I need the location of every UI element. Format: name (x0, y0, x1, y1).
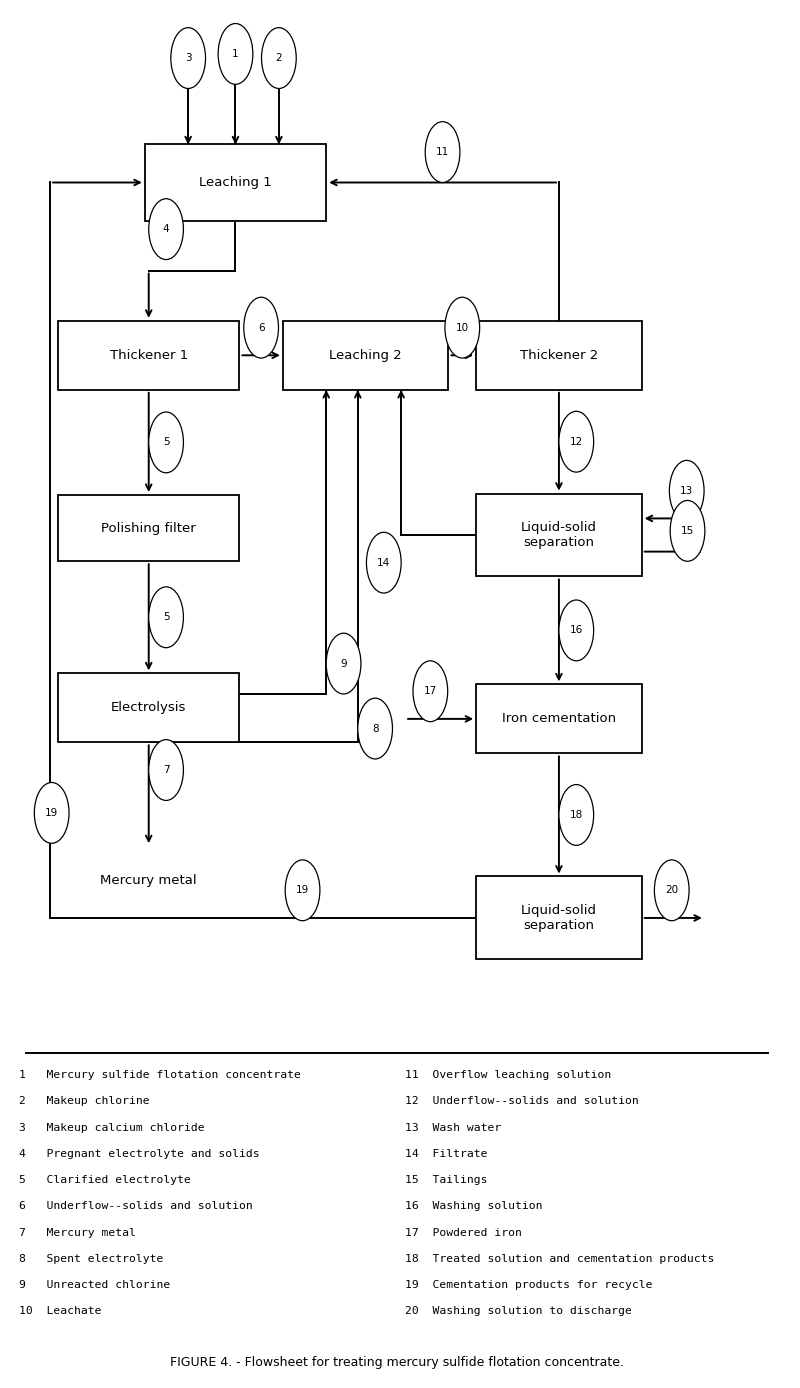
Text: Liquid-solid
separation: Liquid-solid separation (521, 520, 597, 550)
Text: 19  Cementation products for recycle: 19 Cementation products for recycle (405, 1280, 653, 1291)
Bar (58, 496, 239, 561)
Text: 20  Washing solution to discharge: 20 Washing solution to discharge (405, 1306, 632, 1316)
Circle shape (149, 412, 183, 473)
Circle shape (654, 861, 689, 920)
Text: 2   Makeup chlorine: 2 Makeup chlorine (18, 1097, 149, 1106)
Bar (58, 673, 239, 743)
Text: 4   Pregnant electrolyte and solids: 4 Pregnant electrolyte and solids (18, 1149, 259, 1159)
Text: Leaching 2: Leaching 2 (330, 348, 402, 362)
Text: 20: 20 (665, 886, 678, 895)
Text: 13  Wash water: 13 Wash water (405, 1123, 502, 1133)
Text: 9: 9 (340, 658, 347, 669)
Text: 11: 11 (436, 147, 449, 157)
Text: 3   Makeup calcium chloride: 3 Makeup calcium chloride (18, 1123, 204, 1133)
Text: 2: 2 (275, 53, 282, 62)
Circle shape (358, 698, 393, 759)
Bar (283, 321, 449, 390)
Circle shape (670, 461, 704, 522)
Text: 8   Spent electrolyte: 8 Spent electrolyte (18, 1253, 163, 1264)
Text: 6: 6 (258, 322, 265, 333)
Text: Thickener 1: Thickener 1 (110, 348, 188, 362)
Text: 5   Clarified electrolyte: 5 Clarified electrolyte (18, 1176, 190, 1185)
Text: 12: 12 (570, 437, 583, 447)
Text: 10: 10 (456, 322, 469, 333)
Text: 11  Overflow leaching solution: 11 Overflow leaching solution (405, 1070, 611, 1080)
Circle shape (559, 600, 594, 661)
Text: 6   Underflow--solids and solution: 6 Underflow--solids and solution (18, 1202, 252, 1212)
Text: 1: 1 (232, 49, 239, 58)
Text: 4: 4 (162, 223, 170, 235)
Text: 9   Unreacted chlorine: 9 Unreacted chlorine (18, 1280, 170, 1291)
Bar (476, 684, 642, 754)
Text: 14: 14 (377, 558, 390, 568)
Text: 19: 19 (45, 808, 58, 818)
Circle shape (413, 661, 448, 722)
Text: 16: 16 (570, 626, 583, 636)
Text: 19: 19 (296, 886, 309, 895)
Text: 18  Treated solution and cementation products: 18 Treated solution and cementation prod… (405, 1253, 714, 1264)
Bar (476, 321, 642, 390)
Text: 16  Washing solution: 16 Washing solution (405, 1202, 542, 1212)
Text: 12  Underflow--solids and solution: 12 Underflow--solids and solution (405, 1097, 639, 1106)
Circle shape (366, 532, 401, 593)
Circle shape (244, 297, 278, 358)
Circle shape (171, 28, 206, 89)
Text: FIGURE 4. - Flowsheet for treating mercury sulfide flotation concentrate.: FIGURE 4. - Flowsheet for treating mercu… (170, 1356, 624, 1369)
Text: 10  Leachate: 10 Leachate (18, 1306, 101, 1316)
Text: Electrolysis: Electrolysis (111, 701, 186, 715)
Circle shape (285, 861, 320, 920)
Text: 18: 18 (570, 811, 583, 820)
Circle shape (445, 297, 480, 358)
Text: Liquid-solid
separation: Liquid-solid separation (521, 904, 597, 931)
Circle shape (149, 740, 183, 801)
Bar (476, 494, 642, 576)
Text: 15: 15 (681, 526, 694, 536)
Circle shape (34, 783, 69, 844)
Circle shape (262, 28, 296, 89)
Circle shape (559, 784, 594, 845)
Text: 7: 7 (162, 765, 170, 775)
Text: 5: 5 (162, 612, 170, 622)
Bar (476, 876, 642, 959)
Circle shape (149, 587, 183, 648)
Text: Thickener 2: Thickener 2 (520, 348, 598, 362)
Circle shape (218, 24, 253, 85)
Text: 15  Tailings: 15 Tailings (405, 1176, 488, 1185)
Text: 8: 8 (372, 723, 378, 734)
Text: 5: 5 (162, 437, 170, 447)
Text: 17: 17 (424, 686, 437, 697)
Text: 14  Filtrate: 14 Filtrate (405, 1149, 488, 1159)
Text: 17  Powdered iron: 17 Powdered iron (405, 1227, 522, 1238)
Text: 7   Mercury metal: 7 Mercury metal (18, 1227, 135, 1238)
Text: 13: 13 (680, 486, 694, 496)
Text: Leaching 1: Leaching 1 (199, 176, 272, 189)
Bar (145, 144, 326, 221)
Circle shape (149, 198, 183, 260)
Bar (58, 321, 239, 390)
Circle shape (670, 501, 705, 561)
Text: Mercury metal: Mercury metal (101, 873, 197, 887)
Text: 3: 3 (185, 53, 191, 62)
Text: Polishing filter: Polishing filter (102, 522, 196, 534)
Circle shape (426, 122, 460, 182)
Text: Iron cementation: Iron cementation (502, 712, 616, 726)
Circle shape (326, 633, 361, 694)
Text: 1   Mercury sulfide flotation concentrate: 1 Mercury sulfide flotation concentrate (18, 1070, 301, 1080)
Circle shape (559, 411, 594, 472)
